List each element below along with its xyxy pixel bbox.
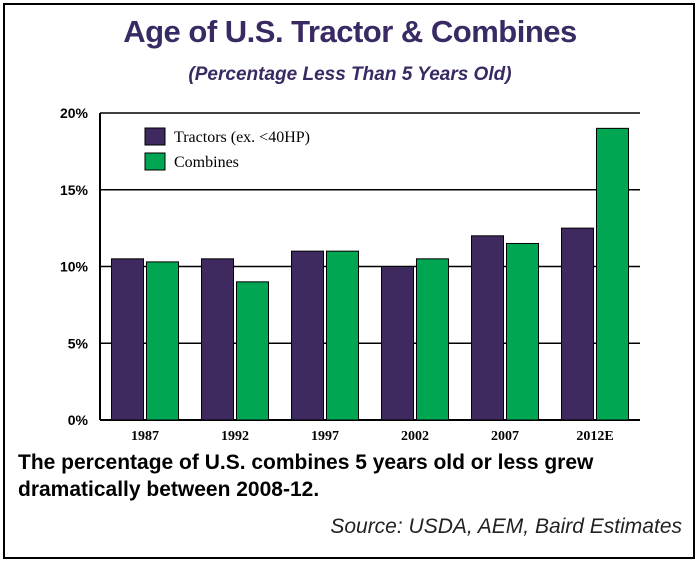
y-tick-label: 15% <box>60 182 89 198</box>
legend-swatch-combines <box>144 152 166 171</box>
legend-swatch-tractors <box>144 127 166 146</box>
chart-title: Age of U.S. Tractor & Combines <box>123 14 577 49</box>
bar-tractors-2007 <box>471 235 504 421</box>
chart-subtitle: (Percentage Less Than 5 Years Old) <box>188 64 512 85</box>
x-tick-label: 2012E <box>576 429 613 444</box>
x-tick-label: 2002 <box>401 429 429 444</box>
y-tick-label: 5% <box>68 335 89 351</box>
bar-combines-1987 <box>146 261 179 421</box>
bar-tractors-1987 <box>111 258 144 421</box>
bar-combines-2002 <box>416 258 449 421</box>
bar-combines-1992 <box>236 281 269 421</box>
x-tick-label: 2007 <box>491 429 519 444</box>
x-tick-label: 1992 <box>221 429 249 444</box>
y-tick-label: 10% <box>60 259 89 275</box>
bar-tractors-1992 <box>201 258 234 421</box>
bar-tractors-2012E <box>561 227 594 421</box>
y-tick-label: 0% <box>68 412 89 428</box>
x-tick-label: 1987 <box>131 429 159 444</box>
bar-tractors-1997 <box>291 250 324 421</box>
legend-label-tractors: Tractors (ex. <40HP) <box>174 129 310 146</box>
legend-label-combines: Combines <box>174 154 239 171</box>
y-tick-label: 20% <box>60 105 89 121</box>
bar-combines-2012E <box>596 127 629 421</box>
bar-combines-2007 <box>506 242 539 421</box>
source-note: Source: USDA, AEM, Baird Estimates <box>330 515 682 538</box>
x-tick-label: 1997 <box>311 429 339 444</box>
chart-caption: The percentage of U.S. combines 5 years … <box>18 451 594 501</box>
bar-tractors-2002 <box>381 266 414 421</box>
bar-combines-1997 <box>326 250 359 421</box>
